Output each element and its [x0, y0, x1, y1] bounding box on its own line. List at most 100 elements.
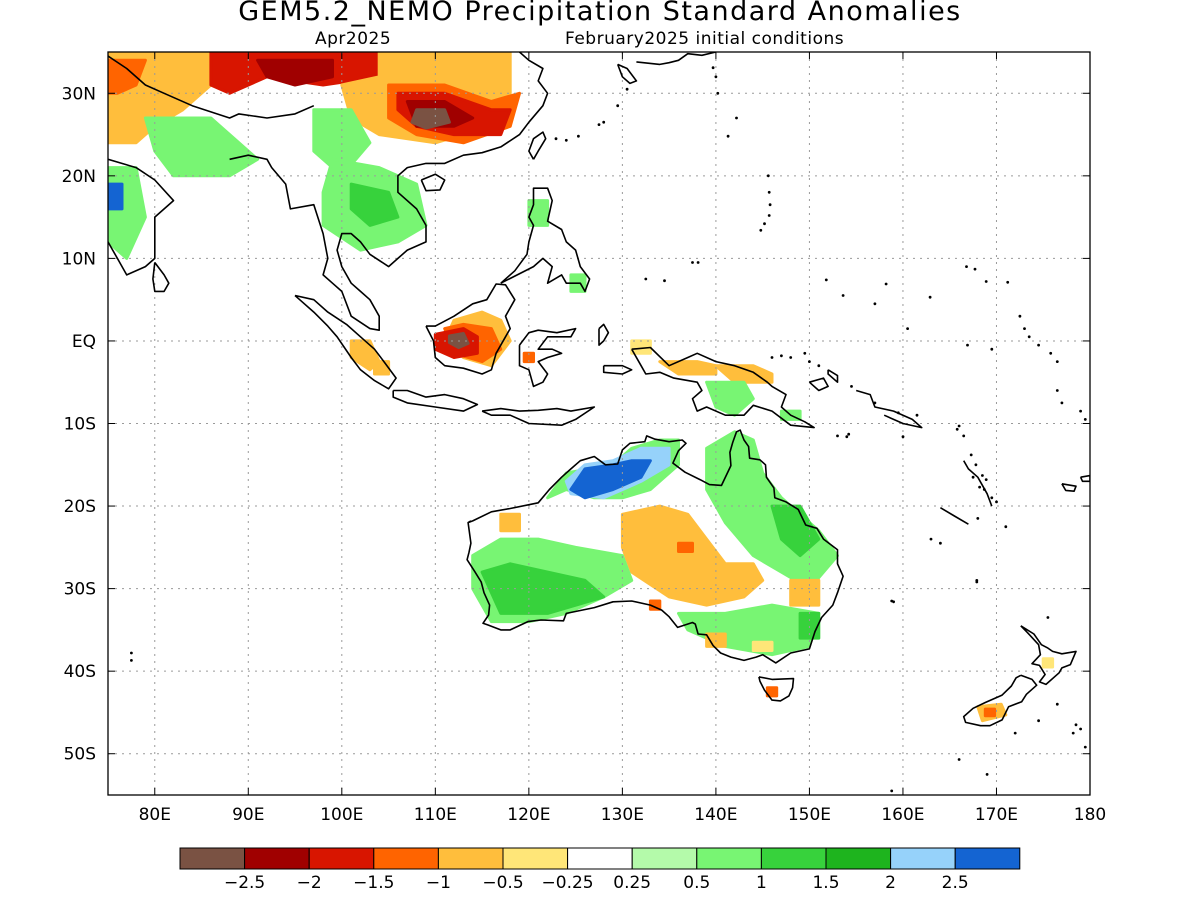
lat-label: 30N	[62, 84, 96, 104]
coastline	[108, 55, 315, 119]
island	[836, 434, 839, 438]
island	[1071, 731, 1075, 735]
coastline	[152, 262, 170, 293]
island	[602, 120, 606, 124]
lon-label: 80E	[139, 805, 171, 825]
island	[711, 66, 715, 70]
island	[955, 427, 959, 431]
coastline	[963, 460, 993, 507]
island	[768, 203, 772, 207]
lon-label: 150E	[788, 805, 831, 825]
coastline	[108, 158, 175, 276]
colorbar-label: −2.5	[224, 873, 265, 893]
lon-label: 120E	[507, 805, 550, 825]
coastline	[420, 173, 446, 192]
island	[939, 541, 942, 545]
anomaly-region	[108, 182, 124, 211]
island	[873, 302, 877, 306]
lon-label: 170E	[975, 805, 1018, 825]
island	[817, 364, 821, 368]
island	[1023, 327, 1026, 330]
lat-label: 10N	[62, 249, 96, 269]
island	[928, 295, 932, 299]
island	[990, 347, 994, 351]
island	[1079, 409, 1082, 413]
anomaly-region	[677, 541, 694, 553]
coastline	[1061, 483, 1077, 493]
anomaly-region	[714, 364, 774, 384]
island	[714, 75, 718, 79]
island	[780, 354, 783, 358]
island	[130, 659, 133, 662]
colorbar-label: 1	[756, 873, 767, 893]
anomaly-region	[1041, 657, 1055, 669]
coastline	[229, 52, 549, 332]
island	[976, 517, 980, 520]
island	[990, 496, 994, 500]
island	[1083, 745, 1087, 749]
island	[929, 537, 933, 541]
anomaly-region	[705, 380, 755, 417]
island	[884, 282, 888, 286]
island	[1006, 280, 1010, 284]
island	[974, 463, 978, 467]
colorbar-label: −0.5	[482, 873, 523, 893]
coastline	[528, 131, 547, 160]
colorbar-label: 2.5	[942, 873, 969, 893]
island	[1037, 719, 1040, 723]
island	[901, 435, 905, 439]
island	[789, 356, 793, 359]
coastline	[294, 294, 397, 390]
colorbar-swatch	[373, 847, 439, 870]
colorbar-swatch	[954, 847, 1021, 870]
coastline	[1020, 625, 1077, 686]
colorbar-label: 0.25	[613, 873, 651, 893]
colorbar	[179, 847, 1021, 870]
colorbar-swatch	[567, 847, 633, 870]
coastline	[598, 323, 610, 346]
island	[890, 789, 894, 793]
coastline	[962, 674, 1038, 727]
lon-label: 130E	[601, 805, 644, 825]
island	[981, 474, 984, 477]
island	[767, 190, 771, 194]
lon-label: 100E	[320, 805, 363, 825]
anomaly-region	[569, 459, 652, 500]
island	[696, 261, 700, 264]
anomaly-region	[143, 116, 260, 178]
island	[1046, 616, 1050, 619]
island	[984, 478, 988, 481]
anomaly-region	[620, 504, 765, 607]
lat-label: 40S	[64, 662, 96, 682]
anomaly-region	[522, 351, 535, 364]
coastline	[616, 63, 638, 85]
island	[759, 228, 763, 232]
island	[892, 600, 895, 604]
island	[984, 280, 988, 283]
island	[965, 265, 968, 268]
island	[841, 294, 845, 297]
island	[1060, 401, 1064, 405]
island	[896, 411, 900, 415]
coastline	[758, 676, 795, 702]
island	[616, 104, 620, 108]
lon-label: 90E	[232, 805, 264, 825]
island	[1079, 727, 1082, 731]
coastline	[392, 389, 479, 412]
island	[735, 116, 738, 120]
island	[663, 279, 666, 283]
colorbar-swatch	[696, 847, 762, 870]
island	[577, 134, 580, 138]
island	[1055, 702, 1059, 706]
coastline	[466, 429, 844, 664]
island	[969, 453, 973, 457]
island	[995, 500, 998, 504]
colorbar-swatch	[502, 847, 569, 870]
anomaly-region	[751, 640, 774, 652]
coastline	[939, 507, 969, 525]
axis-ticks	[108, 52, 1091, 795]
island	[975, 580, 979, 584]
island	[957, 758, 961, 761]
island	[726, 134, 730, 138]
map-title: GEM5.2_NEMO Precipitation Standard Anoma…	[238, 0, 962, 27]
